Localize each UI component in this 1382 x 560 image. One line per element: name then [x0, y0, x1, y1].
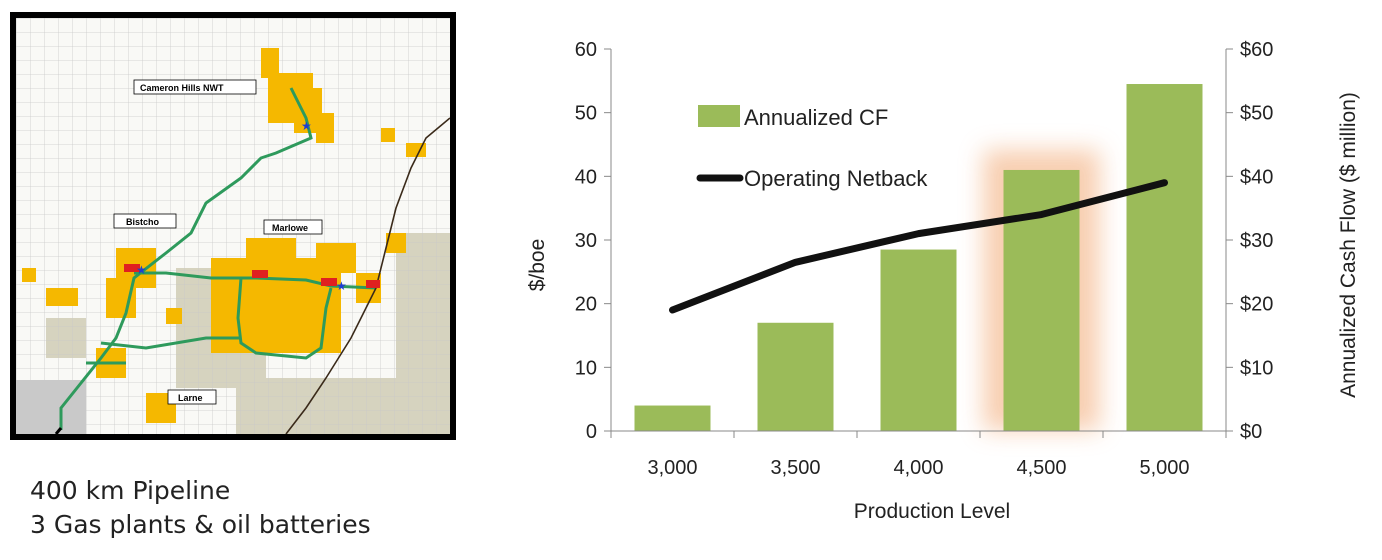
- caption-plants: 3 Gas plants & oil batteries: [30, 510, 371, 539]
- y-tick-label: 0: [586, 421, 597, 443]
- legend-label-annualized-cf: Annualized CF: [744, 105, 888, 130]
- star-markers: ★ ★ ★: [136, 119, 347, 293]
- caption-pipeline: 400 km Pipeline: [30, 476, 231, 505]
- netback-cashflow-chart: 3,000 3,500 4,000 4,500 5,000 0 10 20 30 40 50 60 $0…: [526, 39, 1360, 523]
- x-tick-label: 3,500: [770, 457, 820, 479]
- netback-point-4000: [917, 232, 920, 235]
- y2-tick-label: $60: [1240, 39, 1273, 61]
- netback-point-3000: [671, 309, 674, 312]
- y2-tick-label: $10: [1240, 357, 1273, 379]
- legend-label-operating-netback: Operating Netback: [744, 166, 928, 191]
- netback-point-3500: [794, 261, 797, 264]
- map-label-cameron-hills: Cameron Hills NWT: [133, 79, 257, 95]
- y-axis-title: $/boe: [526, 239, 549, 292]
- svg-text:★: ★: [136, 263, 147, 277]
- y2-tick-label: $30: [1240, 230, 1273, 252]
- y2-tick-label: $20: [1240, 294, 1273, 316]
- legend-swatch-annualized-cf: [698, 105, 740, 127]
- bar-4000: [880, 249, 957, 431]
- svg-text:Bistcho: Bistcho: [126, 217, 160, 227]
- road-line: [54, 427, 63, 434]
- bar-5000: [1126, 84, 1203, 432]
- netback-point-4500: [1040, 213, 1043, 216]
- gas-plants: [124, 264, 380, 288]
- y-tick-label: 50: [575, 103, 597, 125]
- x-tick-label: 3,000: [647, 457, 697, 479]
- svg-text:Marlowe: Marlowe: [272, 223, 308, 233]
- y-tick-label: 30: [575, 230, 597, 252]
- map-label-marlowe: Marlowe: [263, 219, 323, 235]
- x-tick-label: 5,000: [1139, 457, 1189, 479]
- y2-axis-title: Annualized Cash Flow ($ million): [1337, 92, 1360, 398]
- y2-tick-label: $40: [1240, 166, 1273, 188]
- bar-3000: [634, 405, 711, 431]
- netback-point-5000: [1163, 181, 1166, 184]
- svg-text:Larne: Larne: [178, 393, 203, 403]
- svg-text:Cameron Hills NWT: Cameron Hills NWT: [140, 83, 224, 93]
- map-label-larne: Larne: [167, 389, 217, 405]
- y2-tick-label: $50: [1240, 103, 1273, 125]
- x-axis-title: Production Level: [854, 500, 1010, 523]
- svg-text:★: ★: [301, 119, 312, 133]
- lease-areas: [22, 48, 426, 423]
- bar-3500: [757, 322, 834, 431]
- y-tick-label: 20: [575, 294, 597, 316]
- x-tick-label: 4,000: [893, 457, 943, 479]
- field-map: ★ ★ ★ Cameron Hills NWT Bistcho Marlowe …: [10, 12, 456, 440]
- map-label-bistcho: Bistcho: [113, 213, 177, 229]
- y-tick-label: 40: [575, 166, 597, 188]
- svg-text:★: ★: [336, 279, 347, 293]
- y-tick-label: 60: [575, 39, 597, 61]
- y-tick-label: 10: [575, 357, 597, 379]
- y2-tick-label: $0: [1240, 421, 1262, 443]
- x-tick-label: 4,500: [1016, 457, 1066, 479]
